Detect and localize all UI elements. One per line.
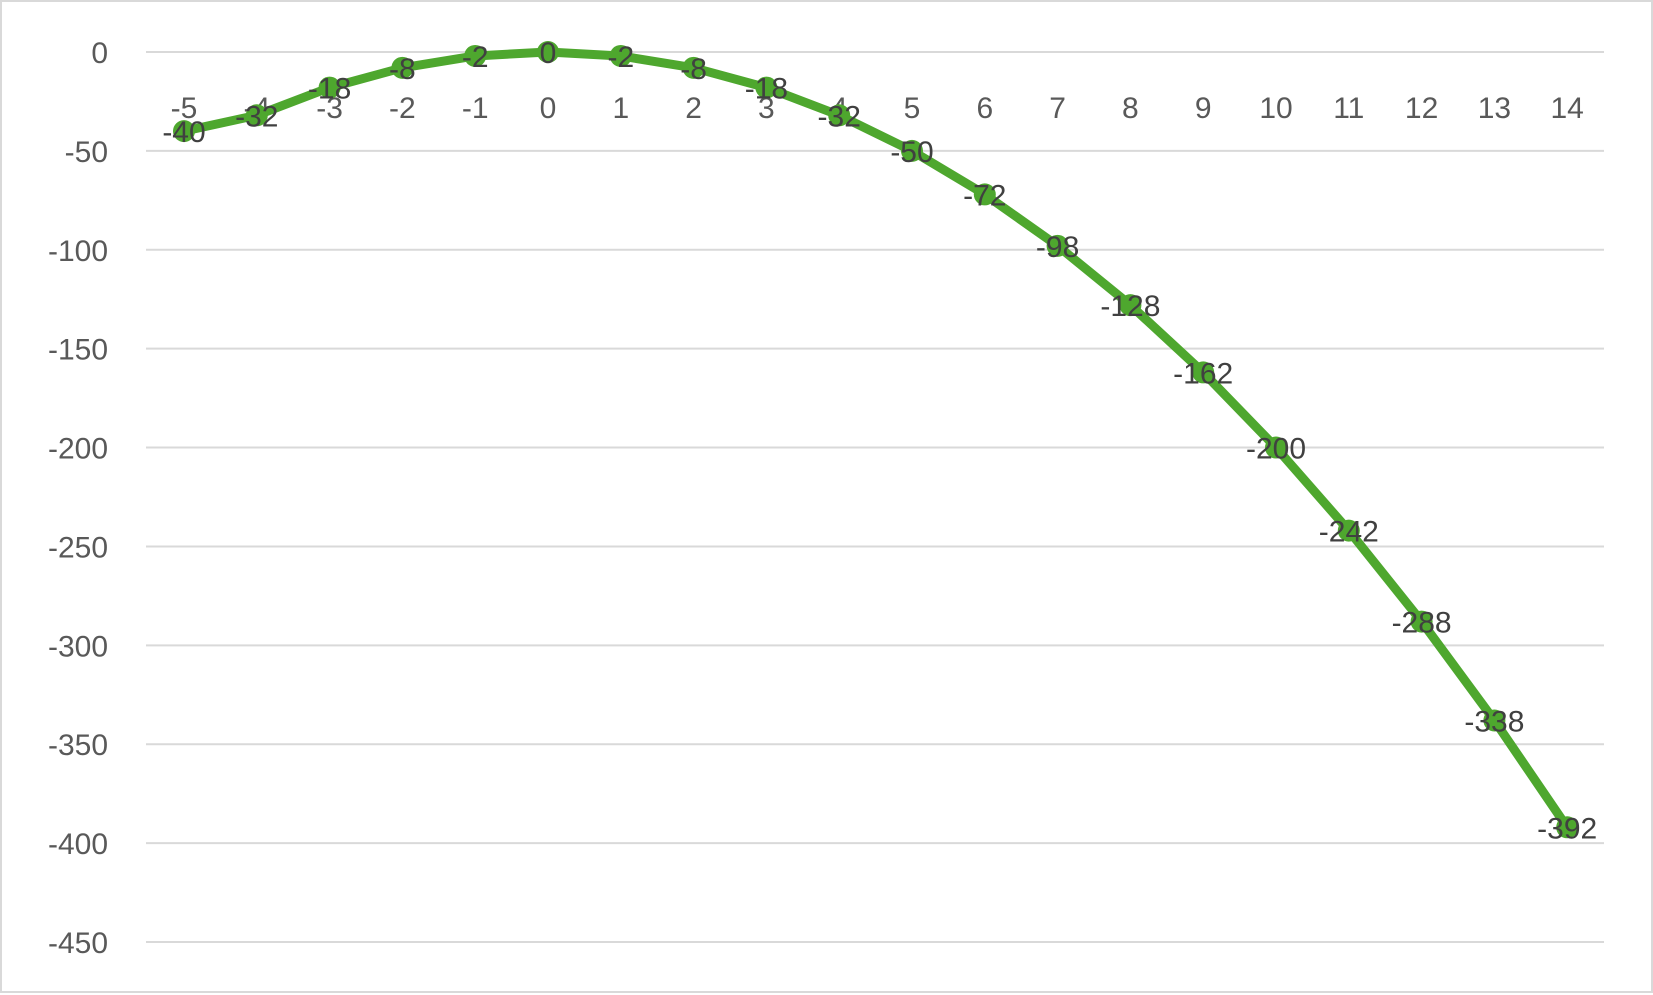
data-label: -72 xyxy=(963,179,1006,212)
data-point xyxy=(1119,294,1142,317)
x-tick-label: 8 xyxy=(1122,92,1139,125)
data-point xyxy=(1483,709,1506,732)
x-tick-label: -1 xyxy=(462,92,489,125)
data-point xyxy=(245,104,268,127)
series-markers xyxy=(173,41,1579,839)
data-label: -200 xyxy=(1246,433,1306,466)
data-label: -242 xyxy=(1319,516,1379,549)
y-tick-label: -400 xyxy=(48,828,108,861)
data-label: -162 xyxy=(1173,357,1233,390)
x-tick-label: -2 xyxy=(389,92,416,125)
data-label: -50 xyxy=(890,136,933,169)
y-tick-label: -150 xyxy=(48,334,108,367)
data-point xyxy=(973,183,996,206)
y-tick-label: -350 xyxy=(48,729,108,762)
y-tick-label: 0 xyxy=(91,37,108,70)
x-tick-label: 5 xyxy=(904,92,921,125)
data-label: -8 xyxy=(389,53,416,86)
y-tick-label: -200 xyxy=(48,433,108,466)
data-point xyxy=(173,120,195,143)
x-tick-label: 12 xyxy=(1405,92,1438,125)
data-label: -128 xyxy=(1100,290,1160,323)
y-tick-label: -100 xyxy=(48,235,108,268)
data-point xyxy=(318,76,341,99)
x-tick-label: 0 xyxy=(540,92,557,125)
data-point xyxy=(901,139,923,162)
data-label: -2 xyxy=(462,41,489,74)
x-tick-label: 6 xyxy=(976,92,993,125)
data-label: -18 xyxy=(308,73,351,106)
data-point xyxy=(464,44,487,67)
x-tick-label: 7 xyxy=(1049,92,1066,125)
y-tick-label: -300 xyxy=(48,630,108,663)
data-point xyxy=(609,44,632,67)
data-labels: -40 -32-18-8 -2 0 -2 -8-18-32-50-72-98-128-16… xyxy=(162,37,1597,845)
x-tick-label: 9 xyxy=(1195,92,1212,125)
data-label: -98 xyxy=(1036,231,1079,264)
y-tick-label: -50 xyxy=(65,136,108,169)
y-axis-tick-labels: 0 -50 -100 -150 -200 -250 -300 -350 -400 -450 xyxy=(48,37,108,960)
data-point xyxy=(682,56,705,79)
data-label: -18 xyxy=(745,73,788,106)
data-point xyxy=(828,104,851,127)
data-label: -338 xyxy=(1464,705,1524,738)
data-point xyxy=(391,56,414,79)
data-point xyxy=(537,41,559,63)
data-point xyxy=(1556,816,1579,839)
data-label: -2 xyxy=(607,41,634,74)
x-tick-label: 2 xyxy=(685,92,702,125)
data-label: -288 xyxy=(1392,607,1452,640)
x-tick-label: 14 xyxy=(1551,92,1584,125)
x-tick-label: 3 xyxy=(758,92,775,125)
data-point xyxy=(755,76,778,99)
data-point xyxy=(1265,436,1287,459)
series-line xyxy=(179,47,1572,832)
x-tick-label: 13 xyxy=(1478,92,1511,125)
x-tick-label: 10 xyxy=(1259,92,1292,125)
data-label: -40 xyxy=(162,116,205,149)
data-label: 0 xyxy=(540,37,557,70)
gridlines xyxy=(146,51,1604,943)
y-tick-label: -250 xyxy=(48,531,108,564)
x-tick-label: 11 xyxy=(1333,92,1364,125)
data-point xyxy=(1192,361,1215,384)
data-point xyxy=(1410,610,1433,633)
data-label: -8 xyxy=(680,53,707,86)
data-point xyxy=(1337,519,1360,542)
x-tick-label: 1 xyxy=(612,92,629,125)
x-axis-tick-labels: -5-4-3-2-101234567891011121314 xyxy=(171,92,1584,125)
data-point xyxy=(1046,234,1069,257)
y-tick-label: -450 xyxy=(48,927,108,960)
series-line-path xyxy=(179,47,1572,832)
data-label: -392 xyxy=(1537,812,1597,845)
x-tick-label: -5 xyxy=(171,92,198,125)
data-label: -32 xyxy=(818,100,861,133)
data-label: -32 xyxy=(235,100,278,133)
